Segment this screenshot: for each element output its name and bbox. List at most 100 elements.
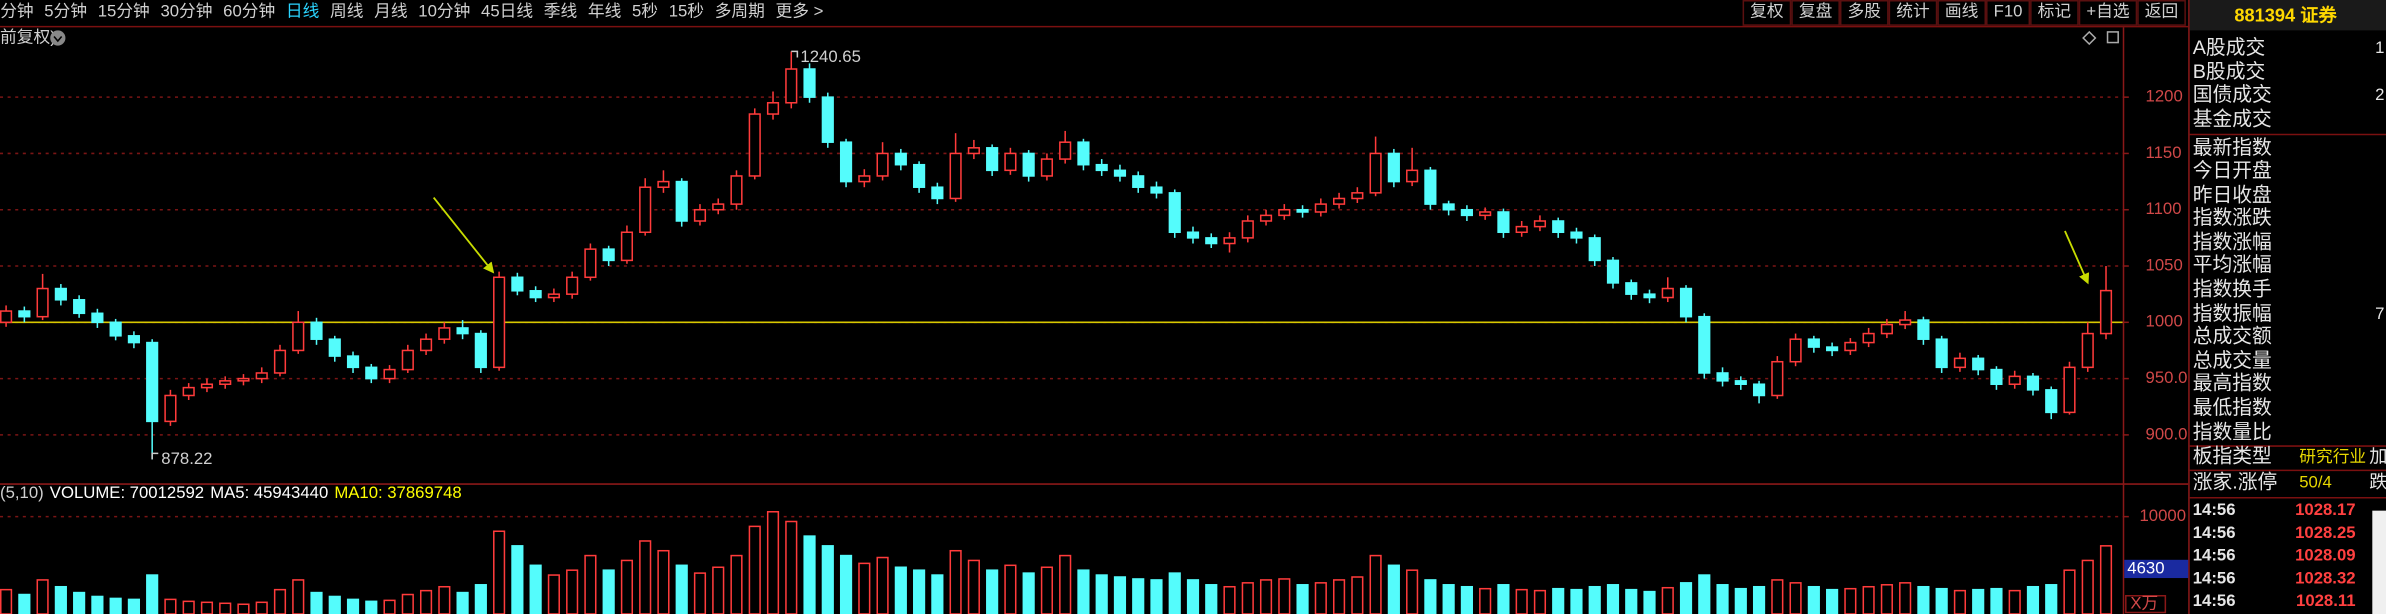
toolbar-button[interactable] bbox=[1742, 0, 1792, 26]
row-label: 平均涨幅 bbox=[2193, 254, 2272, 276]
period-tab[interactable]: 15分钟 bbox=[98, 2, 150, 21]
volume-bar bbox=[1150, 579, 1163, 614]
candle-body bbox=[1077, 141, 1090, 166]
volume-bar bbox=[1643, 590, 1656, 614]
candle-body bbox=[200, 383, 214, 389]
price-axis: 1200 1150 1100 1050 1000 950.0 900.0 10000 4630 X… bbox=[2122, 87, 2189, 614]
period-tab[interactable]: 30分钟 bbox=[160, 2, 212, 21]
candle-body bbox=[584, 248, 597, 279]
candle-body bbox=[730, 175, 743, 205]
toolbar-button[interactable] bbox=[2030, 0, 2079, 26]
toolbar-button-label: 返回 bbox=[2145, 2, 2178, 21]
period-tab[interactable]: 5分钟 bbox=[44, 2, 87, 21]
volume-bar bbox=[821, 545, 834, 614]
candle-body bbox=[1223, 237, 1236, 245]
volume-bar bbox=[273, 588, 287, 614]
candle-body bbox=[255, 372, 268, 380]
candle-body bbox=[766, 102, 780, 115]
candle-body bbox=[1059, 141, 1072, 160]
volume-bar bbox=[511, 545, 524, 614]
stock-title: 881394 证券 bbox=[2234, 5, 2337, 26]
toolbar-button-label: 复盘 bbox=[1799, 2, 1832, 21]
candle-body bbox=[2026, 375, 2040, 391]
toolbar-button[interactable] bbox=[1937, 0, 1987, 26]
period-tab[interactable]: 15秒 bbox=[669, 2, 704, 21]
header-label: VOLUME: bbox=[50, 483, 125, 502]
period-tab[interactable]: 月线 bbox=[374, 2, 408, 21]
period-tab[interactable]: 10分钟 bbox=[418, 2, 470, 21]
candle-body bbox=[1241, 220, 1254, 239]
period-tab[interactable]: 日线 bbox=[286, 2, 320, 21]
y-tick-label: 1100 bbox=[2146, 199, 2182, 218]
adjust-dropdown[interactable] bbox=[50, 30, 66, 46]
row-label: 最高指数 bbox=[2193, 373, 2272, 395]
period-tab[interactable]: 60分钟 bbox=[223, 2, 275, 21]
candle-body bbox=[1789, 338, 1802, 363]
candle-body bbox=[876, 152, 889, 177]
candle-body bbox=[1424, 169, 1437, 205]
toolbar-button[interactable] bbox=[1791, 0, 1840, 26]
period-tab[interactable]: 季线 bbox=[544, 2, 578, 21]
header-value: 70012592 bbox=[130, 483, 204, 502]
candle-body bbox=[237, 377, 250, 382]
y-tick-label: 950.0 bbox=[2146, 368, 2188, 387]
candle-body bbox=[712, 203, 725, 211]
volume-bar bbox=[36, 579, 49, 614]
candle-body bbox=[1917, 319, 1930, 340]
candle-body bbox=[1497, 211, 1510, 234]
toolbar-button[interactable] bbox=[2078, 0, 2138, 26]
row-label: 最新指数 bbox=[2193, 137, 2272, 159]
volume-bar bbox=[1698, 574, 1711, 614]
period-tab[interactable]: 周线 bbox=[330, 2, 364, 21]
period-tab[interactable]: 1分钟 bbox=[0, 2, 34, 21]
candle-body bbox=[127, 335, 140, 344]
row-label: 指数涨跌 bbox=[2193, 207, 2272, 229]
row-label: 今日开盘 bbox=[2193, 160, 2272, 182]
candle-body bbox=[657, 180, 670, 188]
volume-bar bbox=[1351, 576, 1364, 614]
volume-bar bbox=[0, 588, 13, 614]
volume-bar bbox=[1625, 588, 1638, 614]
annotation-leader bbox=[151, 452, 159, 460]
period-tab[interactable]: 5秒 bbox=[632, 2, 658, 21]
candle-body bbox=[146, 341, 159, 423]
candle-body bbox=[949, 152, 962, 200]
volume-bar bbox=[383, 599, 396, 614]
header-label: MA10: bbox=[334, 483, 382, 502]
candle-body bbox=[1533, 220, 1547, 228]
toolbar-button[interactable] bbox=[1888, 0, 1938, 26]
volume-bar bbox=[876, 556, 889, 614]
period-tab[interactable]: 多周期 bbox=[715, 2, 765, 21]
indicator: (5,10) bbox=[0, 483, 44, 502]
dropdown-icon bbox=[53, 35, 63, 43]
toolbar-button[interactable] bbox=[1986, 0, 2031, 26]
toolbar-button[interactable] bbox=[1839, 0, 1889, 26]
candle-body bbox=[0, 310, 13, 324]
candle-body bbox=[1643, 293, 1656, 299]
volume-bar bbox=[931, 574, 944, 614]
window-icon[interactable] bbox=[2106, 31, 2119, 44]
volume-bar bbox=[748, 525, 761, 614]
candle-body bbox=[1186, 231, 1200, 239]
row-label: 涨家.涨停 bbox=[2193, 472, 2278, 494]
volume-bar bbox=[675, 564, 688, 614]
candle-body bbox=[292, 321, 305, 352]
y-tick-label: 10000 bbox=[2139, 506, 2186, 525]
candle-body bbox=[1479, 211, 1492, 217]
volume-bar bbox=[1424, 579, 1437, 614]
candle-body bbox=[365, 366, 378, 380]
period-tab[interactable]: 更多 > bbox=[776, 2, 824, 21]
volume-bar bbox=[1223, 585, 1236, 614]
period-tab[interactable]: 年线 bbox=[588, 2, 622, 21]
candle-body bbox=[1935, 338, 1948, 369]
period-tab[interactable]: 45日线 bbox=[481, 2, 533, 21]
row-value: 1 bbox=[2375, 38, 2384, 57]
candle-body bbox=[1132, 175, 1145, 188]
toolbar-button[interactable] bbox=[2137, 0, 2186, 26]
diamond-icon[interactable] bbox=[2082, 30, 2097, 46]
max-annotation: 1240.65 bbox=[800, 47, 860, 66]
candle-body bbox=[821, 96, 834, 143]
candle-body bbox=[1442, 203, 1455, 211]
volume-bar bbox=[803, 535, 816, 614]
annotation-leader bbox=[791, 50, 799, 58]
